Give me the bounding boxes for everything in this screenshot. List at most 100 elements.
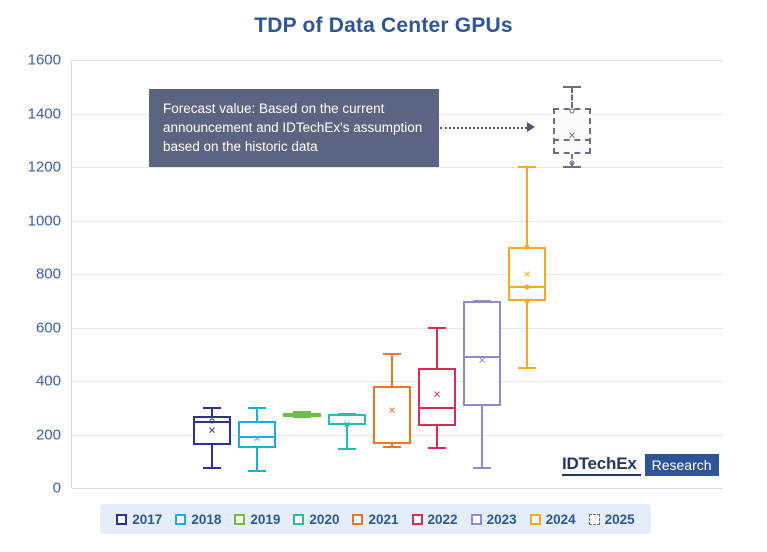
- legend-item-2024[interactable]: 2024: [529, 511, 576, 527]
- mean-marker-x-icon: ×: [298, 407, 306, 423]
- box-iqr: [553, 108, 591, 154]
- median-line: [463, 355, 501, 358]
- whisker-lower: [526, 300, 528, 368]
- whisker-lower: [211, 445, 213, 468]
- whisker-cap-lower: [338, 448, 356, 451]
- median-line: [238, 436, 276, 439]
- box-iqr: [238, 421, 276, 448]
- legend-label: 2025: [604, 511, 635, 527]
- mean-marker-x-icon: ×: [208, 422, 216, 438]
- legend-item-2019[interactable]: 2019: [234, 512, 280, 527]
- y-axis-tick: 1600: [27, 51, 61, 69]
- legend-swatch-icon: [529, 513, 541, 525]
- page-title: TDP of Data Center GPUs: [254, 14, 513, 37]
- median-line: [373, 441, 411, 444]
- legend-swatch-icon: [293, 513, 305, 525]
- legend-swatch-icon: [470, 513, 482, 525]
- whisker-lower: [256, 447, 258, 471]
- legend-item-2022[interactable]: 2022: [411, 511, 458, 527]
- legend-swatch-icon: [234, 513, 246, 525]
- legend-item-2021[interactable]: 2021: [352, 512, 399, 527]
- legend-item-2018[interactable]: 2018: [175, 512, 221, 527]
- idtechex-logo: IDTechEx Research: [562, 454, 719, 476]
- quartile-dot: [524, 284, 530, 290]
- mean-marker-x-icon: ×: [433, 386, 441, 402]
- whisker-lower: [571, 153, 573, 167]
- legend-label: 2024: [545, 511, 576, 527]
- mean-marker-x-icon: ×: [343, 416, 351, 432]
- legend-item-2020[interactable]: 2020: [293, 512, 339, 527]
- whisker-cap-upper: [383, 353, 401, 356]
- gridline: [72, 60, 723, 61]
- plot-area: × × × × × × × × ×: [71, 60, 723, 489]
- gridline: [72, 167, 723, 168]
- logo-wordmark: IDTechEx: [562, 454, 641, 476]
- legend-swatch-icon: [175, 513, 187, 525]
- whisker-cap-upper: [518, 166, 536, 168]
- whisker-cap-upper: [428, 326, 446, 329]
- gridline: [72, 327, 723, 329]
- chart-legend: 2017 2018 2019 2020 2021 2022 2023 2024 2025: [100, 504, 651, 534]
- median-line: [328, 422, 366, 425]
- y-axis-tick: 1200: [27, 158, 61, 176]
- gridline: [72, 381, 723, 382]
- y-axis-tick: 400: [35, 372, 61, 390]
- median-line: [418, 406, 456, 409]
- mean-marker-x-icon: ×: [568, 127, 576, 143]
- callout-arrow-line: [440, 127, 531, 131]
- gridline: [72, 274, 723, 275]
- callout-arrow-head-icon: [527, 122, 535, 132]
- whisker-cap-lower: [428, 446, 446, 449]
- legend-label: 2022: [427, 511, 458, 527]
- whisker-cap-lower: [293, 416, 311, 419]
- box-iqr: [463, 300, 501, 407]
- whisker-upper: [256, 407, 258, 422]
- median-line: [553, 139, 591, 142]
- forecast-callout-text: Forecast value: Based on the current ann…: [163, 101, 423, 154]
- whisker-lower: [391, 443, 393, 447]
- legend-label: 2020: [309, 511, 340, 527]
- legend-label: 2017: [132, 511, 163, 527]
- whisker-cap-lower: [473, 466, 491, 469]
- box-iqr: [418, 367, 456, 427]
- quartile-dot: [524, 298, 530, 304]
- box-iqr: [373, 386, 411, 444]
- legend-label: 2019: [250, 511, 281, 527]
- gridline: [72, 220, 723, 222]
- gridline: [72, 488, 723, 489]
- whisker-cap-lower: [203, 466, 221, 469]
- y-axis-tick: 0: [52, 479, 61, 497]
- mean-marker-x-icon: ×: [388, 402, 396, 418]
- whisker-cap-upper: [293, 410, 311, 413]
- whisker-cap-lower: [563, 166, 581, 168]
- legend-swatch-icon: [116, 513, 128, 525]
- whisker-lower: [346, 425, 348, 450]
- legend-swatch-icon: [411, 513, 423, 525]
- outlier-point: [569, 108, 575, 114]
- whisker-cap-lower: [518, 366, 536, 369]
- whisker-cap-upper: [248, 406, 266, 409]
- legend-item-2023[interactable]: 2023: [470, 511, 517, 527]
- outlier-point: [569, 160, 575, 166]
- legend-label: 2023: [486, 511, 517, 527]
- whisker-cap-lower: [383, 445, 401, 448]
- legend-item-2017[interactable]: 2017: [116, 512, 162, 527]
- whisker-upper: [526, 167, 528, 248]
- legend-item-2025[interactable]: 2025: [588, 511, 635, 527]
- whisker-lower: [436, 426, 438, 448]
- quartile-dot: [524, 244, 530, 250]
- median-line: [283, 413, 321, 416]
- whisker-cap-lower: [248, 469, 266, 472]
- whisker-cap-upper: [203, 406, 221, 409]
- logo-research-badge: Research: [644, 454, 719, 476]
- legend-label: 2018: [191, 511, 222, 527]
- mean-marker-x-icon: ×: [478, 352, 486, 368]
- y-axis-tick: 600: [35, 319, 61, 336]
- forecast-callout: Forecast value: Based on the current ann…: [149, 89, 439, 167]
- whisker-upper: [391, 354, 393, 387]
- mean-marker-x-icon: ×: [523, 266, 531, 282]
- mean-marker-x-icon: ×: [253, 430, 261, 446]
- whisker-upper: [436, 327, 438, 368]
- y-axis-tick: 1400: [27, 105, 61, 122]
- whisker-cap-upper: [563, 85, 581, 88]
